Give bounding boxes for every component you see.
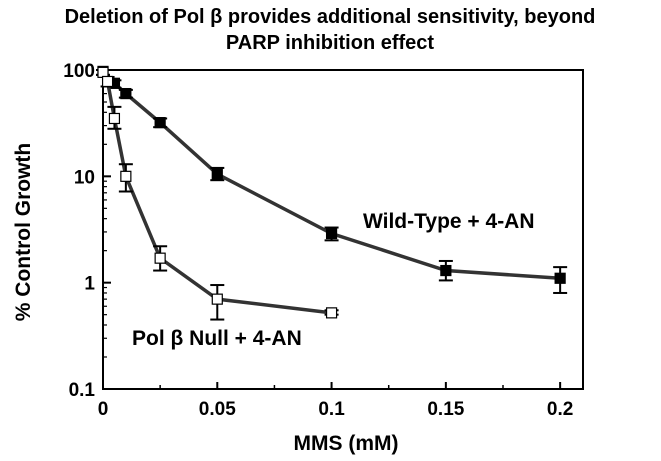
data-point (154, 252, 166, 264)
data-point (97, 66, 109, 78)
data-point (440, 264, 452, 277)
x-tick-label: 0.2 (547, 399, 573, 420)
series-0 (96, 65, 568, 294)
series-line (101, 71, 332, 315)
data-point (120, 170, 132, 182)
data-point (120, 87, 132, 100)
y-axis-label: % Control Growth (12, 143, 35, 321)
x-tick-label: 0 (98, 399, 109, 420)
data-point (211, 293, 223, 305)
data-point (211, 168, 223, 180)
y-tick-label: 0.1 (69, 380, 96, 401)
y-axis: 0.1 1 10 100 (63, 61, 111, 401)
x-tick-label: 0.05 (199, 399, 236, 420)
series-label-pol-beta-null: Pol β Null + 4-AN (132, 327, 302, 350)
data-point (154, 117, 166, 129)
data-point (554, 272, 566, 284)
data-point (101, 75, 114, 88)
x-tick-label: 0.1 (318, 399, 345, 420)
x-tick-label: 0.15 (427, 399, 464, 420)
data-point (108, 112, 121, 125)
series-1 (96, 66, 339, 321)
y-tick-label: 10 (74, 167, 95, 188)
data-point (325, 307, 338, 319)
chart-title-line-1: Deletion of Pol β provides additional se… (65, 6, 596, 28)
series-label-wild-type: Wild-Type + 4-AN (363, 210, 535, 233)
plot-border (102, 69, 584, 390)
x-axis-label: MMS (mM) (294, 432, 399, 455)
x-axis: 0 0.05 0.1 0.15 0.2 (98, 382, 573, 420)
series-layer (96, 65, 568, 321)
chart-title-line-2: PARP inhibition effect (226, 32, 434, 54)
y-tick-label: 1 (84, 274, 95, 295)
data-point (325, 227, 338, 240)
plot-area (102, 69, 584, 390)
series-line (101, 70, 561, 281)
y-tick-label: 100 (63, 61, 95, 82)
